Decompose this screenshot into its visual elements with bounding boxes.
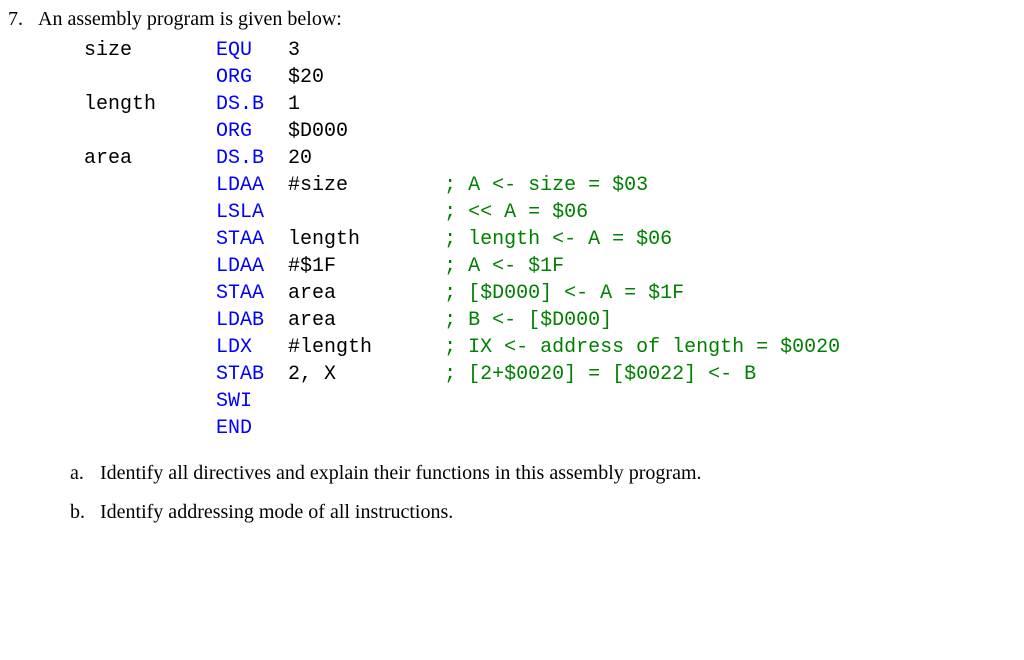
- code-comment: ; A <- size = $03: [444, 174, 648, 197]
- code-line: LSLA ; << A = $06: [84, 199, 1020, 226]
- code-line: ORG $D000: [84, 118, 1020, 145]
- code-comment: ; A <- $1F: [444, 255, 564, 278]
- code-line: STAA length ; length <- A = $06: [84, 226, 1020, 253]
- code-line: ORG $20: [84, 64, 1020, 91]
- question-header: 7. An assembly program is given below:: [4, 8, 1020, 31]
- subquestion-a-text: Identify all directives and explain thei…: [100, 462, 702, 485]
- code-mnemonic: LSLA: [216, 201, 288, 224]
- code-operand: [288, 417, 444, 440]
- question-number: 7.: [4, 8, 38, 31]
- code-comment: ; B <- [$D000]: [444, 309, 612, 332]
- code-label: [84, 120, 216, 143]
- code-comment: ; IX <- address of length = $0020: [444, 336, 840, 359]
- code-mnemonic: LDAA: [216, 255, 288, 278]
- code-mnemonic: STAA: [216, 228, 288, 251]
- code-label: [84, 255, 216, 278]
- code-line: LDAB area ; B <- [$D000]: [84, 307, 1020, 334]
- code-label: size: [84, 39, 216, 62]
- code-mnemonic: STAA: [216, 282, 288, 305]
- code-operand: $D000: [288, 120, 444, 143]
- code-line: area DS.B 20: [84, 145, 1020, 172]
- code-line: STAB 2, X ; [2+$0020] = [$0022] <- B: [84, 361, 1020, 388]
- code-label: [84, 336, 216, 359]
- code-mnemonic: DS.B: [216, 147, 288, 170]
- subquestion-b-text: Identify addressing mode of all instruct…: [100, 501, 453, 524]
- code-line: length DS.B 1: [84, 91, 1020, 118]
- code-mnemonic: STAB: [216, 363, 288, 386]
- code-operand: area: [288, 309, 444, 332]
- code-label: [84, 228, 216, 251]
- code-line: END: [84, 415, 1020, 442]
- code-operand: 3: [288, 39, 444, 62]
- code-operand: #size: [288, 174, 444, 197]
- code-label: [84, 66, 216, 89]
- subquestion-b: b. Identify addressing mode of all instr…: [70, 501, 1020, 524]
- subquestion-b-letter: b.: [70, 501, 100, 524]
- code-label: [84, 390, 216, 413]
- code-line: size EQU 3: [84, 37, 1020, 64]
- code-mnemonic: LDAB: [216, 309, 288, 332]
- subquestion-a: a. Identify all directives and explain t…: [70, 462, 1020, 485]
- code-operand: 2, X: [288, 363, 444, 386]
- code-line: LDAA #$1F ; A <- $1F: [84, 253, 1020, 280]
- code-comment: ; << A = $06: [444, 201, 588, 224]
- code-operand: area: [288, 282, 444, 305]
- code-operand: length: [288, 228, 444, 251]
- code-mnemonic: ORG: [216, 66, 288, 89]
- code-operand: [288, 390, 444, 413]
- code-label: [84, 201, 216, 224]
- page: 7. An assembly program is given below: s…: [0, 0, 1024, 524]
- code-mnemonic: DS.B: [216, 93, 288, 116]
- code-mnemonic: SWI: [216, 390, 288, 413]
- code-operand: [288, 201, 444, 224]
- code-label: [84, 282, 216, 305]
- code-comment: ; length <- A = $06: [444, 228, 672, 251]
- code-operand: 1: [288, 93, 444, 116]
- code-operand: #length: [288, 336, 444, 359]
- subquestion-a-letter: a.: [70, 462, 100, 485]
- code-mnemonic: LDAA: [216, 174, 288, 197]
- code-line: LDAA #size ; A <- size = $03: [84, 172, 1020, 199]
- code-mnemonic: EQU: [216, 39, 288, 62]
- code-label: [84, 174, 216, 197]
- assembly-code-block: size EQU 3 ORG $20 length DS.B 1 ORG $D0…: [84, 37, 1020, 442]
- code-operand: $20: [288, 66, 444, 89]
- code-mnemonic: ORG: [216, 120, 288, 143]
- code-label: area: [84, 147, 216, 170]
- code-line: LDX #length ; IX <- address of length = …: [84, 334, 1020, 361]
- code-label: [84, 363, 216, 386]
- code-label: [84, 309, 216, 332]
- code-label: length: [84, 93, 216, 116]
- code-mnemonic: END: [216, 417, 288, 440]
- code-line: SWI: [84, 388, 1020, 415]
- question-text: An assembly program is given below:: [38, 8, 1020, 31]
- code-comment: ; [$D000] <- A = $1F: [444, 282, 684, 305]
- code-line: STAA area ; [$D000] <- A = $1F: [84, 280, 1020, 307]
- code-operand: #$1F: [288, 255, 444, 278]
- code-comment: ; [2+$0020] = [$0022] <- B: [444, 363, 756, 386]
- code-mnemonic: LDX: [216, 336, 288, 359]
- code-operand: 20: [288, 147, 444, 170]
- code-label: [84, 417, 216, 440]
